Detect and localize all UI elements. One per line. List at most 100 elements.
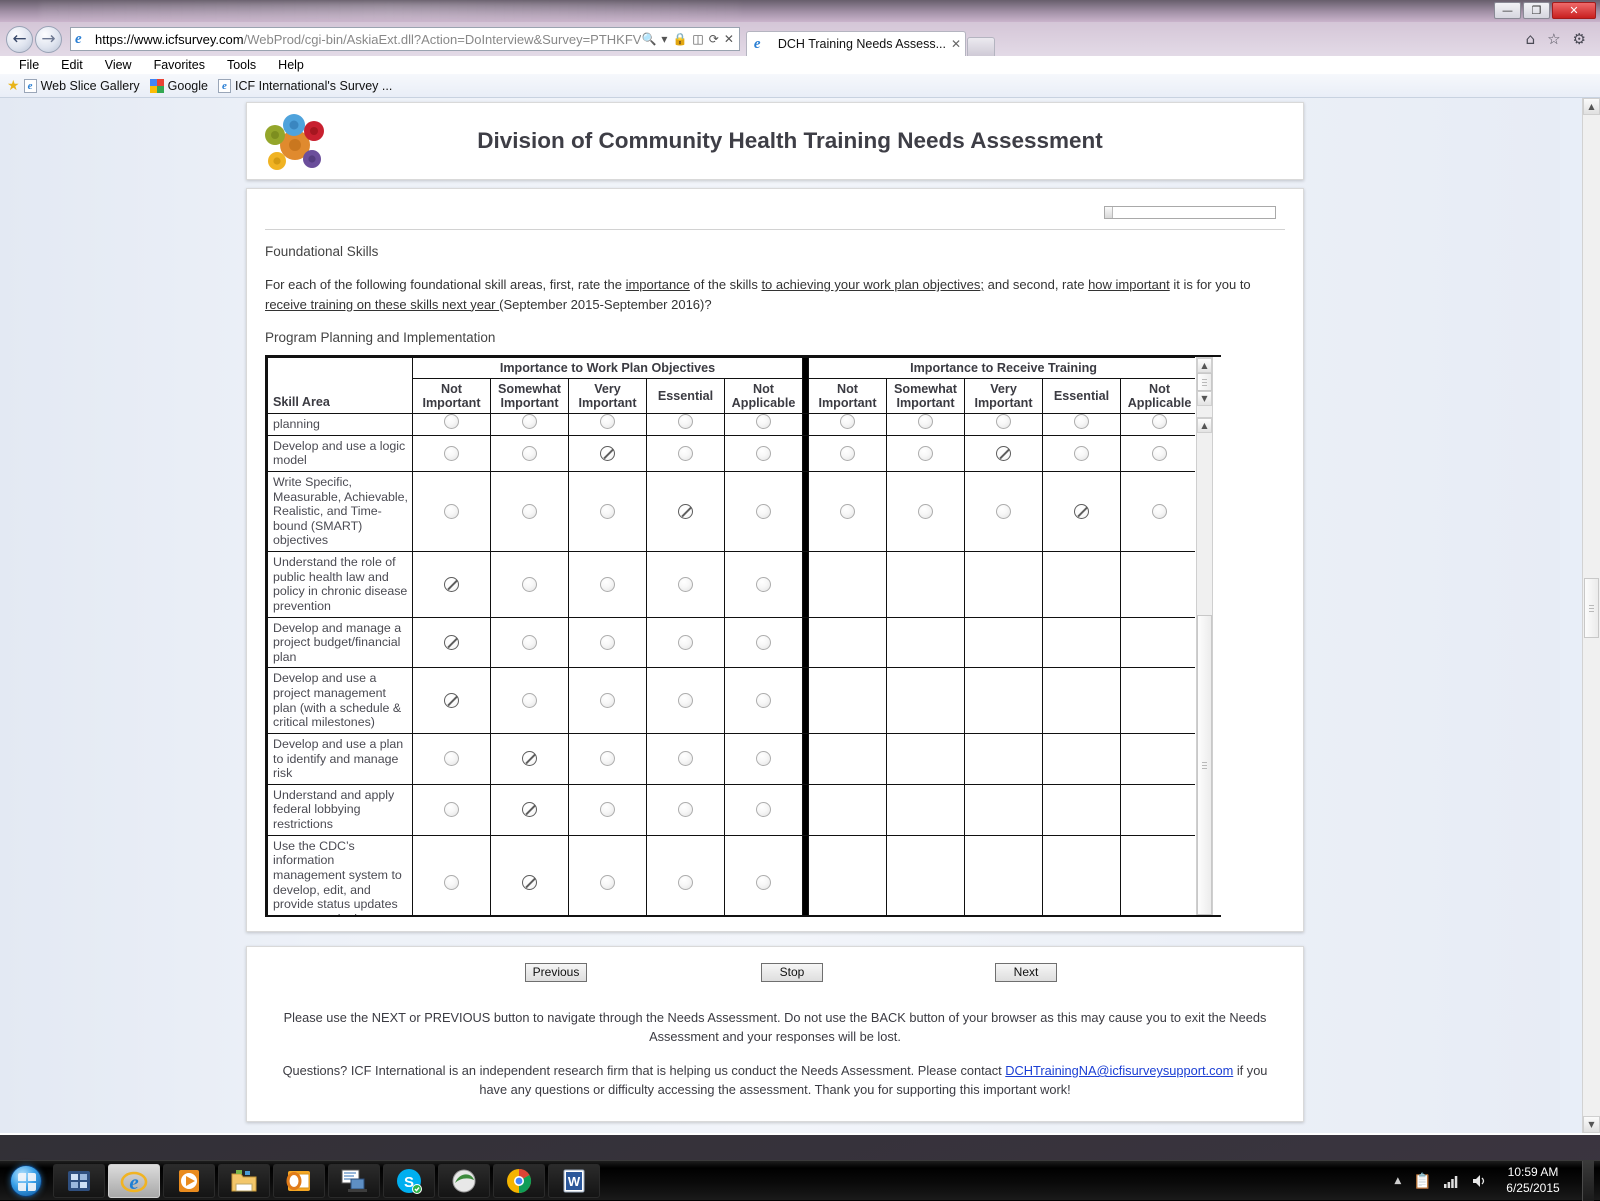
radio-button[interactable] [996, 414, 1011, 429]
radio-button[interactable] [996, 504, 1011, 519]
previous-button[interactable]: Previous [525, 963, 587, 982]
radio-cell-training-not-applicable[interactable] [1121, 835, 1195, 915]
stop-icon[interactable]: ✕ [724, 32, 734, 46]
radio-button[interactable] [1152, 504, 1167, 519]
radio-button-selected[interactable] [522, 875, 537, 890]
radio-cell-training-essential[interactable] [1043, 414, 1121, 436]
radio-cell-training-essential[interactable] [1043, 617, 1121, 668]
taskbar-item-skype[interactable]: S [383, 1164, 435, 1198]
back-button[interactable]: ← [6, 26, 33, 53]
radio-cell-work-plan-essential[interactable] [647, 733, 725, 784]
radio-button[interactable] [600, 802, 615, 817]
scroll-down-arrow-icon[interactable]: ▼ [1197, 391, 1212, 406]
radio-button[interactable] [918, 504, 933, 519]
radio-cell-work-plan-not-important[interactable] [413, 835, 491, 915]
radio-button[interactable] [678, 446, 693, 461]
radio-cell-training-somewhat-important[interactable] [887, 414, 965, 436]
home-icon[interactable]: ⌂ [1526, 30, 1536, 48]
radio-cell-training-not-important[interactable] [809, 552, 887, 618]
taskbar-item-file-explorer[interactable] [218, 1164, 270, 1198]
radio-button[interactable] [756, 693, 771, 708]
radio-cell-work-plan-very-important[interactable] [569, 784, 647, 835]
radio-cell-training-essential[interactable] [1043, 733, 1121, 784]
radio-cell-training-not-important[interactable] [809, 617, 887, 668]
radio-cell-work-plan-not-important[interactable] [413, 414, 491, 436]
radio-cell-work-plan-not-applicable[interactable] [725, 784, 803, 835]
radio-button-selected[interactable] [444, 635, 459, 650]
taskbar-clock[interactable]: 10:59 AM 6/25/2015 [1500, 1165, 1566, 1196]
radio-button[interactable] [678, 693, 693, 708]
radio-cell-training-essential[interactable] [1043, 552, 1121, 618]
radio-button[interactable] [444, 875, 459, 890]
support-email-link[interactable]: DCHTrainingNA@icfisurveysupport.com [1005, 1063, 1233, 1078]
close-button[interactable]: ✕ [1552, 2, 1596, 19]
radio-button[interactable] [756, 802, 771, 817]
favorite-web-slice-gallery[interactable]: e Web Slice Gallery [24, 79, 146, 93]
favorites-star-icon[interactable]: ☆ [1547, 30, 1560, 48]
page-scroll-down-arrow-icon[interactable]: ▼ [1583, 1116, 1600, 1133]
scroll-up-arrow-icon[interactable]: ▲ [1197, 418, 1212, 433]
radio-button-selected[interactable] [444, 693, 459, 708]
radio-cell-training-not-important[interactable] [809, 733, 887, 784]
radio-cell-training-not-applicable[interactable] [1121, 471, 1195, 551]
scroll-up-arrow-icon[interactable]: ▲ [1197, 358, 1212, 373]
radio-cell-training-not-applicable[interactable] [1121, 668, 1195, 734]
tab-dch-training-needs-assessment[interactable]: e DCH Training Needs Assess... ✕ [746, 31, 966, 56]
radio-button[interactable] [1152, 414, 1167, 429]
radio-button[interactable] [600, 693, 615, 708]
radio-cell-work-plan-somewhat-important[interactable] [491, 835, 569, 915]
taskbar-item-internet-explorer[interactable]: e [108, 1164, 160, 1198]
radio-cell-work-plan-essential[interactable] [647, 414, 725, 436]
scrollbar-thumb[interactable] [1197, 373, 1212, 391]
radio-cell-training-somewhat-important[interactable] [887, 784, 965, 835]
page-vertical-scrollbar[interactable]: ▲ ▼ [1582, 98, 1600, 1133]
compatibility-view-icon[interactable]: ◫ [692, 32, 703, 46]
forward-button[interactable]: → [35, 26, 62, 53]
search-icon[interactable]: 🔍 [641, 32, 656, 46]
radio-button[interactable] [678, 577, 693, 592]
radio-cell-work-plan-essential[interactable] [647, 784, 725, 835]
taskbar-item-media-player[interactable] [163, 1164, 215, 1198]
radio-button[interactable] [522, 693, 537, 708]
page-scrollbar-thumb[interactable] [1584, 578, 1599, 638]
radio-cell-work-plan-not-applicable[interactable] [725, 733, 803, 784]
radio-cell-work-plan-not-applicable[interactable] [725, 835, 803, 915]
scrollbar-thumb[interactable] [1197, 615, 1212, 915]
radio-button[interactable] [756, 504, 771, 519]
radio-cell-work-plan-not-applicable[interactable] [725, 552, 803, 618]
grid-inner-scrollbar[interactable]: ▲ ▼ [1196, 357, 1213, 419]
radio-button[interactable] [600, 577, 615, 592]
radio-cell-training-not-important[interactable] [809, 471, 887, 551]
radio-button[interactable] [600, 635, 615, 650]
radio-button[interactable] [600, 875, 615, 890]
radio-cell-work-plan-essential[interactable] [647, 835, 725, 915]
radio-cell-work-plan-somewhat-important[interactable] [491, 668, 569, 734]
radio-cell-training-essential[interactable] [1043, 835, 1121, 915]
radio-button-selected[interactable] [522, 802, 537, 817]
page-scroll-up-arrow-icon[interactable]: ▲ [1583, 98, 1600, 115]
radio-cell-work-plan-essential[interactable] [647, 435, 725, 471]
radio-cell-training-not-important[interactable] [809, 435, 887, 471]
radio-cell-training-essential[interactable] [1043, 471, 1121, 551]
radio-cell-work-plan-very-important[interactable] [569, 668, 647, 734]
radio-cell-work-plan-somewhat-important[interactable] [491, 414, 569, 436]
radio-button-selected[interactable] [678, 504, 693, 519]
radio-cell-training-very-important[interactable] [965, 552, 1043, 618]
radio-cell-training-somewhat-important[interactable] [887, 733, 965, 784]
radio-cell-training-very-important[interactable] [965, 668, 1043, 734]
radio-cell-work-plan-not-important[interactable] [413, 784, 491, 835]
address-bar[interactable]: e https://www.icfsurvey.com/WebProd/cgi-… [70, 27, 740, 51]
radio-button[interactable] [600, 751, 615, 766]
favorite-icf-international-survey[interactable]: e ICF International's Survey ... [218, 79, 398, 93]
radio-button[interactable] [1074, 446, 1089, 461]
radio-button[interactable] [444, 446, 459, 461]
radio-cell-work-plan-very-important[interactable] [569, 617, 647, 668]
restore-button[interactable]: ❐ [1523, 2, 1550, 19]
radio-button-selected[interactable] [522, 751, 537, 766]
radio-cell-work-plan-somewhat-important[interactable] [491, 617, 569, 668]
radio-button[interactable] [678, 635, 693, 650]
radio-cell-training-not-important[interactable] [809, 414, 887, 436]
stop-button[interactable]: Stop [761, 963, 823, 982]
taskbar-item-browser[interactable] [438, 1164, 490, 1198]
radio-button[interactable] [444, 414, 459, 429]
